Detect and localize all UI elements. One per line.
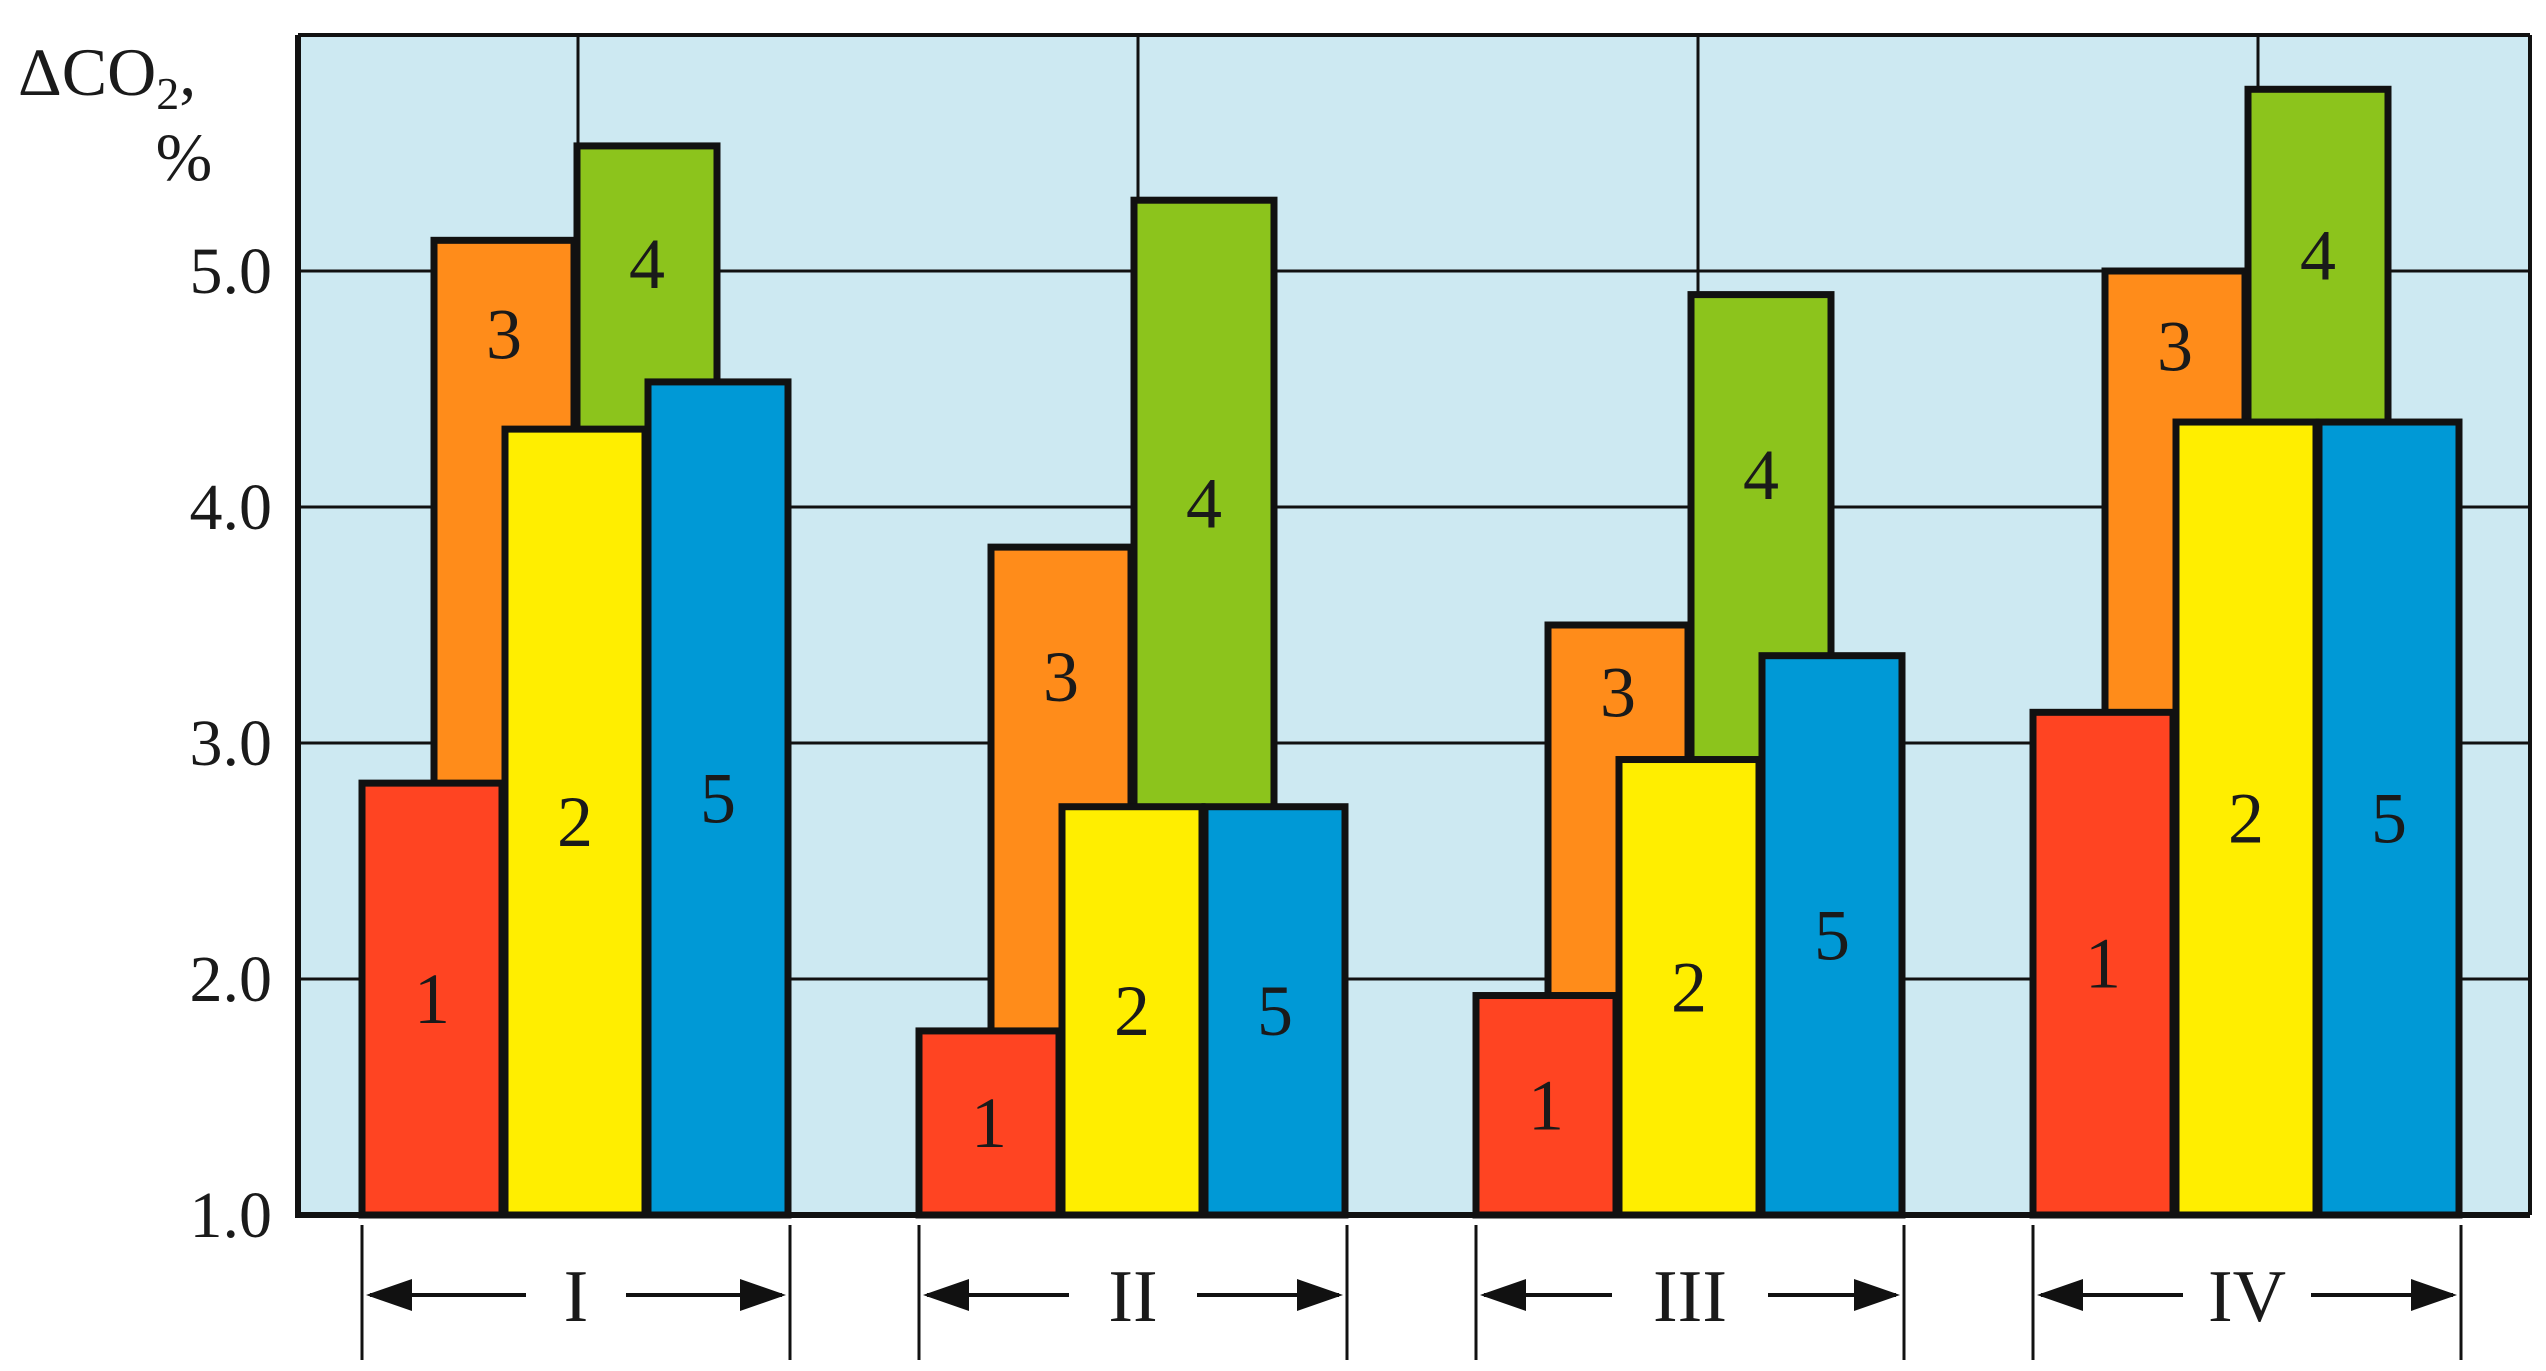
bar-label-3: 3 xyxy=(1600,652,1636,732)
y-tick-label: 4.0 xyxy=(190,471,273,544)
bar-label-3: 3 xyxy=(1043,637,1079,717)
bar-label-4: 4 xyxy=(1743,435,1779,515)
arrowhead-right-icon xyxy=(740,1279,786,1311)
group-bracket-II: II xyxy=(917,1225,1349,1360)
bar-1 xyxy=(915,1027,1063,1219)
group-bracket-IV: IV xyxy=(2031,1225,2463,1360)
bar-label-1: 1 xyxy=(414,959,450,1039)
y-axis-label-subscript: 2 xyxy=(156,68,179,119)
bar-group-IV: 3 4 1 2 5 xyxy=(2029,85,2463,1219)
bar-label-1: 1 xyxy=(971,1083,1007,1163)
y-axis: 1.0 2.0 3.0 4.0 5.0 xyxy=(190,235,273,1252)
y-tick-label: 2.0 xyxy=(190,943,273,1016)
bar-group-III: 3 4 1 2 5 xyxy=(1472,291,1906,1219)
group-label: IV xyxy=(2208,1256,2286,1338)
bar-label-5: 5 xyxy=(1814,895,1850,975)
bar-group-II: 3 4 1 2 5 xyxy=(915,196,1349,1219)
arrowhead-left-icon xyxy=(2037,1279,2083,1311)
arrowhead-right-icon xyxy=(1854,1279,1900,1311)
bars-layer: 3 4 1 2 5 3 4 1 2 5 3 4 1 2 5 3 4 1 2 5 xyxy=(358,85,2463,1219)
bar-label-1: 1 xyxy=(1528,1065,1564,1145)
group-label: II xyxy=(1108,1256,1157,1338)
group-label: I xyxy=(564,1256,589,1338)
bar-label-2: 2 xyxy=(2228,779,2264,859)
bar-2 xyxy=(501,425,649,1219)
bar-label-5: 5 xyxy=(1257,971,1293,1051)
bar-label-3: 3 xyxy=(2157,307,2193,387)
arrowhead-right-icon xyxy=(2411,1279,2457,1311)
bar-label-2: 2 xyxy=(1671,947,1707,1027)
group-bracket-III: III xyxy=(1474,1225,1906,1360)
plot-frame xyxy=(295,33,2532,1218)
bar-label-1: 1 xyxy=(2085,924,2121,1004)
bar-label-4: 4 xyxy=(629,224,665,304)
bar-label-2: 2 xyxy=(557,782,593,862)
bar-2 xyxy=(1615,756,1763,1219)
bar-label-5: 5 xyxy=(700,758,736,838)
y-axis-label-line2: % xyxy=(156,119,213,195)
y-tick-label: 5.0 xyxy=(190,235,273,308)
arrowhead-right-icon xyxy=(1297,1279,1343,1311)
bar-5 xyxy=(1201,803,1349,1219)
group-label: III xyxy=(1653,1256,1727,1338)
arrowhead-left-icon xyxy=(366,1279,412,1311)
x-group-brackets: I II III IV xyxy=(360,1225,2463,1360)
bar-5 xyxy=(644,378,792,1219)
bar-label-5: 5 xyxy=(2371,779,2407,859)
y-tick-label: 1.0 xyxy=(190,1179,273,1252)
bar-5 xyxy=(1758,652,1906,1219)
group-bracket-I: I xyxy=(360,1225,792,1360)
y-tick-label: 3.0 xyxy=(190,707,273,780)
bar-label-4: 4 xyxy=(1186,463,1222,543)
bar-label-4: 4 xyxy=(2300,216,2336,296)
bar-group-I: 3 4 1 2 5 xyxy=(358,142,792,1219)
bar-1 xyxy=(1472,992,1620,1219)
y-axis-label-line1: ΔCO2, xyxy=(18,34,196,119)
bar-label-2: 2 xyxy=(1114,971,1150,1051)
arrowhead-left-icon xyxy=(923,1279,969,1311)
bar-label-3: 3 xyxy=(486,295,522,375)
arrowhead-left-icon xyxy=(1480,1279,1526,1311)
